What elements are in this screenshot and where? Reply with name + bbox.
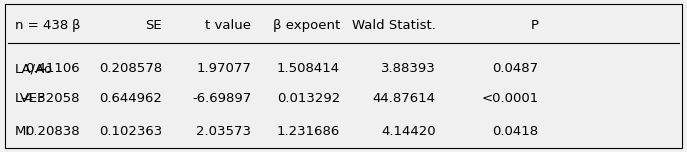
Text: MI: MI [15, 125, 30, 138]
Text: 44.87614: 44.87614 [373, 92, 436, 105]
Text: 2.03573: 2.03573 [196, 125, 251, 138]
Text: 4.14420: 4.14420 [381, 125, 436, 138]
Text: LA/Ao: LA/Ao [15, 62, 53, 75]
Text: 1.97077: 1.97077 [196, 62, 251, 75]
Text: SE: SE [146, 19, 162, 32]
Text: 0.208578: 0.208578 [99, 62, 162, 75]
Text: 0.0487: 0.0487 [493, 62, 539, 75]
Text: 0.20838: 0.20838 [25, 125, 80, 138]
Text: t value: t value [205, 19, 251, 32]
Text: LVEF: LVEF [15, 92, 46, 105]
Text: 3.88393: 3.88393 [381, 62, 436, 75]
Text: P: P [530, 19, 539, 32]
Text: 0.013292: 0.013292 [277, 92, 340, 105]
Text: 0.644962: 0.644962 [100, 92, 162, 105]
Text: 0.41106: 0.41106 [25, 62, 80, 75]
Text: <0.0001: <0.0001 [482, 92, 539, 105]
Text: 0.102363: 0.102363 [99, 125, 162, 138]
Text: 1.508414: 1.508414 [277, 62, 340, 75]
Text: 0.0418: 0.0418 [493, 125, 539, 138]
Text: β expoent: β expoent [273, 19, 340, 32]
Text: Wald Statist.: Wald Statist. [352, 19, 436, 32]
Text: -4.32058: -4.32058 [21, 92, 80, 105]
Text: β: β [71, 19, 80, 32]
Text: -6.69897: -6.69897 [192, 92, 251, 105]
Text: 1.231686: 1.231686 [277, 125, 340, 138]
Text: n = 438: n = 438 [15, 19, 68, 32]
